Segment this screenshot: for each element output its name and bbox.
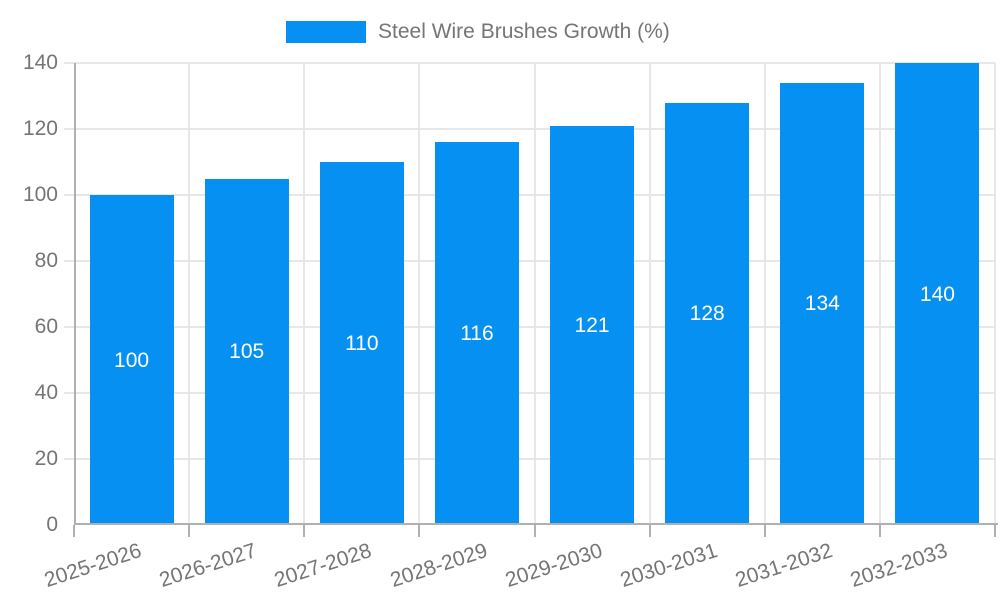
bar: 105 <box>204 178 289 525</box>
plot-area: 0 20 40 60 80 100 120 140 100 105 110 116 121 128 134 1… <box>23 52 998 592</box>
x-tick-mark <box>303 525 306 537</box>
gridline-v <box>878 63 881 525</box>
legend: Steel Wire Brushes Growth (%) <box>286 20 670 44</box>
gridline-v <box>994 63 996 525</box>
bar: 116 <box>434 142 519 525</box>
bar-value-label: 110 <box>345 332 379 355</box>
x-tick-label: 2032-2033 <box>847 539 951 592</box>
x-tick-mark <box>418 525 421 537</box>
gridline-h <box>64 62 995 64</box>
x-tick-mark <box>763 525 766 537</box>
x-tick-mark <box>188 525 191 537</box>
x-tick-label: 2026-2027 <box>156 539 260 592</box>
y-tick-label: 0 <box>46 513 58 536</box>
x-tick-label: 2027-2028 <box>271 539 375 592</box>
y-tick-label: 100 <box>22 183 58 206</box>
bar-value-label: 140 <box>919 282 955 306</box>
gridline-v <box>648 63 651 525</box>
y-tick-label: 40 <box>34 381 58 404</box>
gridline-v <box>763 63 766 525</box>
gridline-v <box>418 63 421 525</box>
x-tick-mark <box>994 525 996 537</box>
x-tick-mark <box>648 525 651 537</box>
gridline-v <box>303 63 306 525</box>
x-tick-mark <box>878 525 881 537</box>
legend-label: Steel Wire Brushes Growth (%) <box>378 20 670 43</box>
bar-value-label: 100 <box>114 348 150 372</box>
y-tick-label: 80 <box>34 249 58 272</box>
bar-value-label: 121 <box>574 313 610 337</box>
gridline-h <box>64 128 995 130</box>
bar: 134 <box>780 82 865 525</box>
legend-swatch <box>286 21 366 43</box>
y-tick-label: 140 <box>22 51 58 74</box>
bar: 110 <box>319 162 404 525</box>
y-tick-label: 20 <box>34 447 58 470</box>
gridline-h <box>64 326 995 328</box>
x-tick-label: 2025-2026 <box>41 539 145 592</box>
x-axis-line <box>74 523 998 525</box>
bar: 140 <box>895 63 980 525</box>
bar-value-label: 134 <box>804 292 840 316</box>
x-tick-label: 2031-2032 <box>732 539 836 592</box>
x-tick-label: 2030-2031 <box>617 539 720 592</box>
bar: 121 <box>550 125 635 525</box>
y-axis-line <box>74 63 76 525</box>
bar-value-label: 128 <box>689 302 725 326</box>
x-tick-mark <box>533 525 536 537</box>
x-tick-mark <box>73 525 75 537</box>
x-tick-label: 2029-2030 <box>502 539 605 592</box>
gridline-h <box>64 260 995 262</box>
bar: 128 <box>665 102 750 525</box>
y-tick-label: 120 <box>22 117 58 140</box>
x-tick-label: 2028-2029 <box>387 539 490 592</box>
bar: 100 <box>89 195 174 525</box>
gridline-h <box>64 458 995 460</box>
y-tick-label: 60 <box>34 315 58 338</box>
bar-value-label: 105 <box>229 340 265 364</box>
gridline-v <box>533 63 536 525</box>
bar-value-label: 116 <box>460 322 494 346</box>
gridline-h <box>64 392 995 394</box>
gridline-v <box>188 63 191 525</box>
gridline-h <box>64 194 995 196</box>
